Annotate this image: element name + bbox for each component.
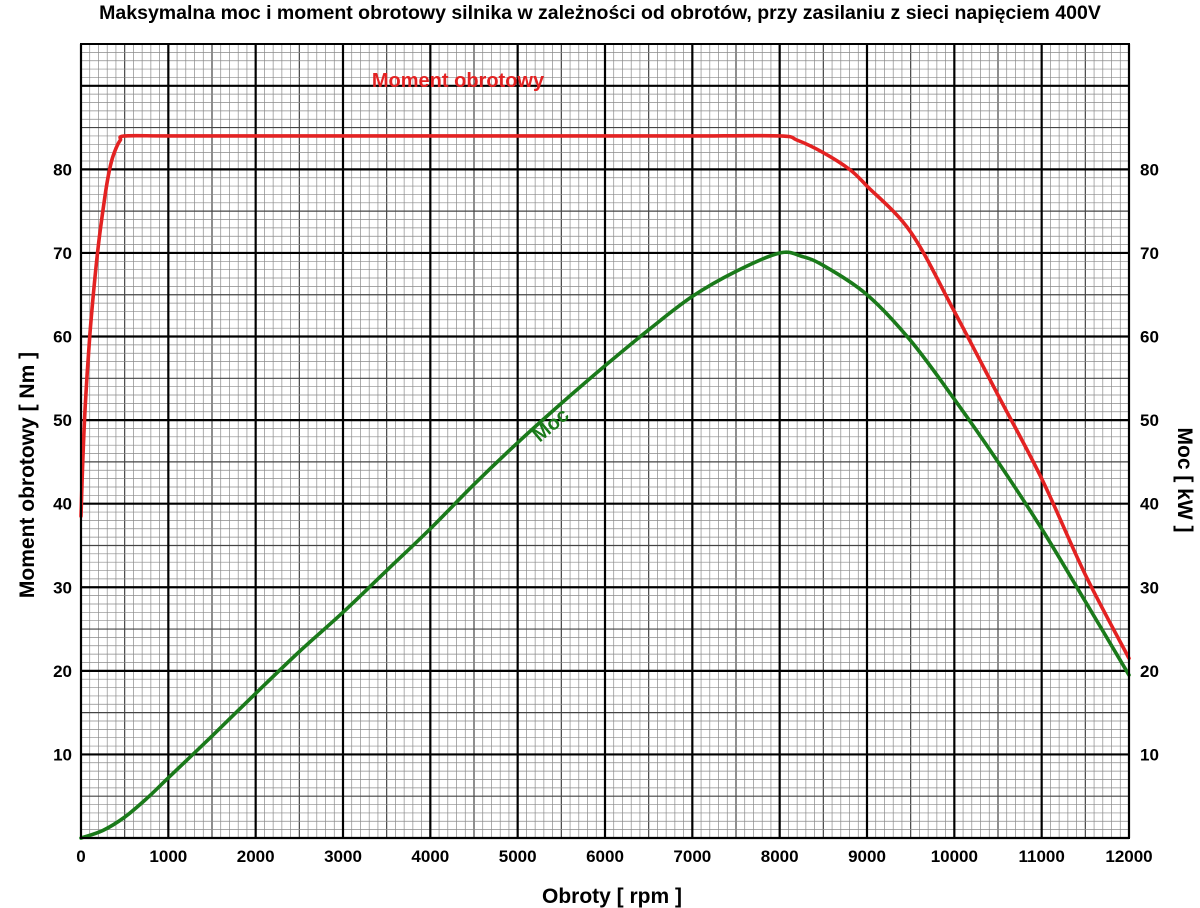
x-tick-label: 5000	[499, 847, 537, 866]
x-tick-label: 0	[76, 847, 85, 866]
y-left-tick-label: 10	[53, 745, 72, 764]
y-left-tick-labels: 10 20 30 40 50 60 70 80	[53, 160, 72, 764]
x-tick-label: 7000	[673, 847, 711, 866]
y-right-tick-label: 70	[1140, 244, 1159, 263]
x-tick-label: 11000	[1018, 847, 1064, 866]
y-left-tick-label: 20	[53, 662, 72, 681]
y-right-tick-label: 80	[1140, 160, 1159, 179]
y-right-tick-label: 40	[1140, 495, 1159, 514]
x-tick-label: 1000	[149, 847, 187, 866]
chart-title: Maksymalna moc i moment obrotowy silnika…	[99, 2, 1101, 24]
y-right-tick-label: 20	[1140, 662, 1159, 681]
y-left-axis-label: Moment obrotowy [ Nm ]	[16, 352, 39, 598]
series-line-moc	[79, 250, 1131, 840]
x-tick-label: 8000	[761, 847, 799, 866]
x-tick-label: 2000	[237, 847, 275, 866]
x-tick-label: 9000	[848, 847, 886, 866]
y-left-tick-label: 70	[53, 244, 72, 263]
series-layer	[79, 133, 1131, 840]
x-tick-label: 3000	[324, 847, 362, 866]
y-right-tick-label: 10	[1140, 745, 1159, 764]
y-right-tick-labels: 10 20 30 40 50 60 70 80	[1140, 160, 1159, 764]
y-left-tick-label: 40	[53, 495, 72, 514]
x-tick-label: 4000	[411, 847, 449, 866]
y-left-tick-label: 80	[53, 160, 72, 179]
x-tick-label: 10000	[931, 847, 978, 866]
y-left-tick-label: 30	[53, 578, 72, 597]
series-label-moment: Moment obrotowy	[372, 70, 545, 92]
y-right-tick-label: 50	[1140, 411, 1159, 430]
y-left-tick-label: 50	[53, 411, 72, 430]
x-tick-label: 12000	[1105, 847, 1152, 866]
plot-frame	[80, 43, 1130, 839]
y-right-axis-label: Moc [ kW ]	[1173, 428, 1196, 533]
y-right-tick-label: 60	[1140, 328, 1159, 347]
series-line-moment-obrotowy	[79, 133, 1131, 661]
y-right-tick-label: 30	[1140, 578, 1159, 597]
y-left-tick-label: 60	[53, 328, 72, 347]
x-axis-label: Obroty [ rpm ]	[542, 885, 682, 908]
x-tick-labels: 0 1000 2000 3000 4000 5000 6000 7000 8000 9000 100…	[76, 847, 1152, 866]
x-tick-label: 6000	[586, 847, 624, 866]
